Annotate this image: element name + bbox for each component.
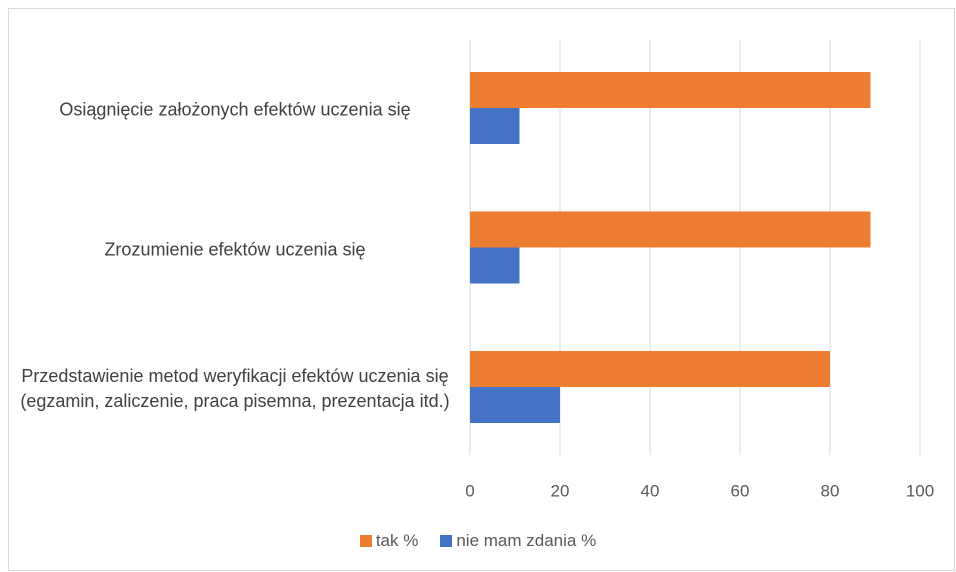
bar	[470, 211, 871, 248]
x-tick-label: 0	[465, 481, 474, 500]
bar	[470, 247, 520, 284]
x-tick-label: 60	[731, 481, 750, 500]
bar	[470, 351, 830, 387]
bar	[470, 387, 560, 423]
category-label: Przedstawienie metod weryfikacji efektów…	[20, 366, 450, 411]
legend: tak % nie mam zdania %	[0, 531, 956, 551]
x-tick-label: 40	[641, 481, 660, 500]
chart-border	[8, 8, 955, 571]
legend-label: nie mam zdania %	[456, 531, 597, 550]
bar	[470, 108, 520, 144]
x-tick-label: 20	[551, 481, 570, 500]
x-tick-label: 80	[821, 481, 840, 500]
bar	[470, 72, 871, 108]
legend-item: nie mam zdania %	[440, 531, 596, 551]
x-tick-label: 100	[906, 481, 934, 500]
legend-label: tak %	[375, 531, 419, 550]
legend-item: tak %	[359, 531, 419, 551]
category-label: Osiągnięcie założonych efektów uczenia s…	[59, 99, 411, 120]
legend-swatch	[440, 535, 453, 547]
category-label: Zrozumienie efektów uczenia się	[104, 239, 366, 259]
legend-swatch	[359, 535, 372, 547]
